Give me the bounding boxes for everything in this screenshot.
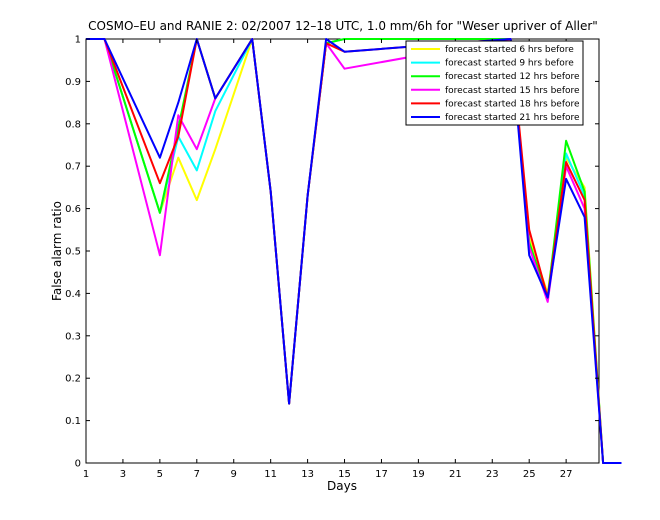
y-tick-label-8: 0.8 (65, 119, 81, 130)
x-tick-label-5: 11 (264, 469, 277, 480)
x-tick-label-9: 19 (412, 469, 425, 480)
y-tick-label-5: 0.5 (65, 247, 81, 258)
legend: forecast started 6 hrs before forecast st… (405, 40, 584, 126)
y-tick-label-4: 0.4 (65, 289, 81, 300)
x-tick-label-12: 25 (523, 469, 536, 480)
y-tick-label-2: 0.2 (65, 374, 81, 385)
x-tick-label-11: 23 (486, 469, 499, 480)
y-axis-label: False alarm ratio (50, 201, 64, 301)
x-tick-label-0: 1 (83, 469, 89, 480)
y-tick-label-1: 0.1 (65, 416, 81, 427)
x-tick-label-4: 9 (231, 469, 237, 480)
legend-label-5: forecast started 21 hrs before (445, 113, 580, 123)
x-axis: 1 3 5 7 9 11 13 15 17 19 21 23 25 27 (83, 39, 573, 480)
x-tick-label-13: 27 (560, 469, 573, 480)
y-axis: 0 0.1 0.2 0.3 0.4 0.5 0.6 0.7 0.8 0.9 1 (65, 35, 599, 470)
series-group (86, 38, 622, 464)
legend-label-2: forecast started 12 hrs before (445, 72, 580, 82)
y-tick-label-0: 0 (75, 459, 81, 470)
x-tick-label-10: 21 (449, 469, 462, 480)
y-tick-label-7: 0.7 (65, 162, 81, 173)
x-axis-label: Days (327, 479, 357, 493)
legend-box (405, 40, 584, 126)
x-tick-label-3: 7 (194, 469, 200, 480)
y-tick-label-10: 1 (75, 35, 81, 46)
x-tick-label-8: 17 (375, 469, 388, 480)
x-tick-label-6: 13 (301, 469, 314, 480)
legend-label-4: forecast started 18 hrs before (445, 99, 580, 109)
x-tick-label-2: 5 (157, 469, 163, 480)
legend-label-3: forecast started 15 hrs before (445, 86, 580, 96)
legend-label-0: forecast started 6 hrs before (445, 45, 574, 55)
chart-title: COSMO–EU and RANIE 2: 02/2007 12–18 UTC,… (88, 19, 598, 33)
y-tick-label-6: 0.6 (65, 204, 81, 215)
y-tick-label-9: 0.9 (65, 77, 81, 88)
series-line-5 (86, 38, 622, 464)
y-tick-label-3: 0.3 (65, 331, 81, 342)
x-tick-label-1: 3 (120, 469, 126, 480)
x-tick-label-7: 15 (338, 469, 351, 480)
legend-label-1: forecast started 9 hrs before (445, 59, 574, 69)
